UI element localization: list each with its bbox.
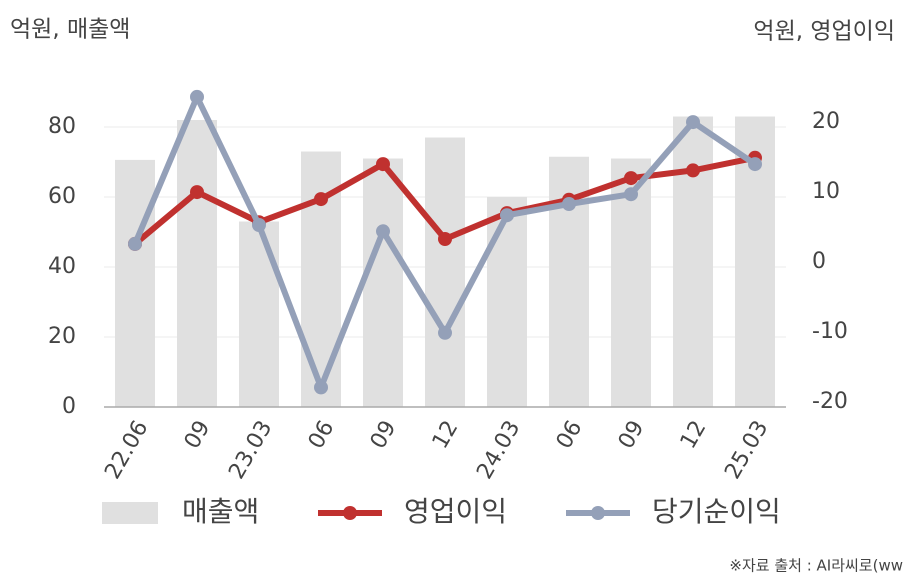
legend-label: 당기순이익 xyxy=(652,495,781,528)
y2-tick-label: -20 xyxy=(812,389,848,414)
marker xyxy=(376,224,390,239)
bar xyxy=(425,137,465,407)
bar xyxy=(673,116,713,407)
marker xyxy=(376,157,390,172)
marker xyxy=(314,380,328,395)
y-tick-label: 60 xyxy=(48,184,76,209)
x-tick-label: 09 xyxy=(180,417,216,454)
legend-marker xyxy=(343,506,357,520)
x-tick-label: 06 xyxy=(304,417,340,454)
x-tick-label: 12 xyxy=(676,417,712,454)
source: ※자료 출처 : AI라씨로(ww xyxy=(729,557,903,575)
marker xyxy=(748,157,762,172)
y2-tick-label: 10 xyxy=(812,179,840,204)
x-tick-label: 24.03 xyxy=(472,417,525,484)
x-tick-label: 06 xyxy=(552,417,588,454)
legend-label: 영업이익 xyxy=(404,495,507,528)
marker xyxy=(438,232,452,246)
y2-axis-label: 억원, 영업이익 xyxy=(753,19,895,45)
marker xyxy=(128,236,142,251)
bar xyxy=(239,221,279,407)
y2-tick-label: -10 xyxy=(812,319,848,344)
marker xyxy=(500,208,514,223)
y-tick-label: 0 xyxy=(62,394,76,419)
y-tick-label: 80 xyxy=(48,114,76,139)
marker xyxy=(190,185,204,200)
marker xyxy=(686,163,700,178)
y2-tick-label: 0 xyxy=(812,249,826,274)
y-axis-label: 억원, 매출액 xyxy=(10,17,130,43)
legend-marker xyxy=(591,506,605,520)
marker xyxy=(190,89,204,104)
legend-swatch xyxy=(102,502,158,524)
x-tick-label: 25.03 xyxy=(720,417,773,484)
y2-tick-label: 20 xyxy=(812,109,840,134)
x-tick-label: 09 xyxy=(614,417,650,454)
x-tick-label: 09 xyxy=(366,417,402,454)
x-tick-label: 22.06 xyxy=(100,417,153,484)
x-tick-label: 23.03 xyxy=(224,417,277,484)
marker xyxy=(314,192,328,207)
bar xyxy=(177,120,217,407)
marker xyxy=(438,325,452,340)
marker xyxy=(562,197,576,211)
marker xyxy=(252,218,266,232)
bar xyxy=(115,159,155,407)
bar xyxy=(487,197,527,407)
y-tick-label: 20 xyxy=(48,324,76,349)
marker xyxy=(686,115,700,130)
marker xyxy=(624,171,638,186)
marker xyxy=(624,187,638,202)
legend-label: 매출액 xyxy=(182,495,259,528)
y-tick-label: 40 xyxy=(48,254,76,279)
x-tick-label: 12 xyxy=(428,417,464,454)
bar xyxy=(363,158,403,407)
